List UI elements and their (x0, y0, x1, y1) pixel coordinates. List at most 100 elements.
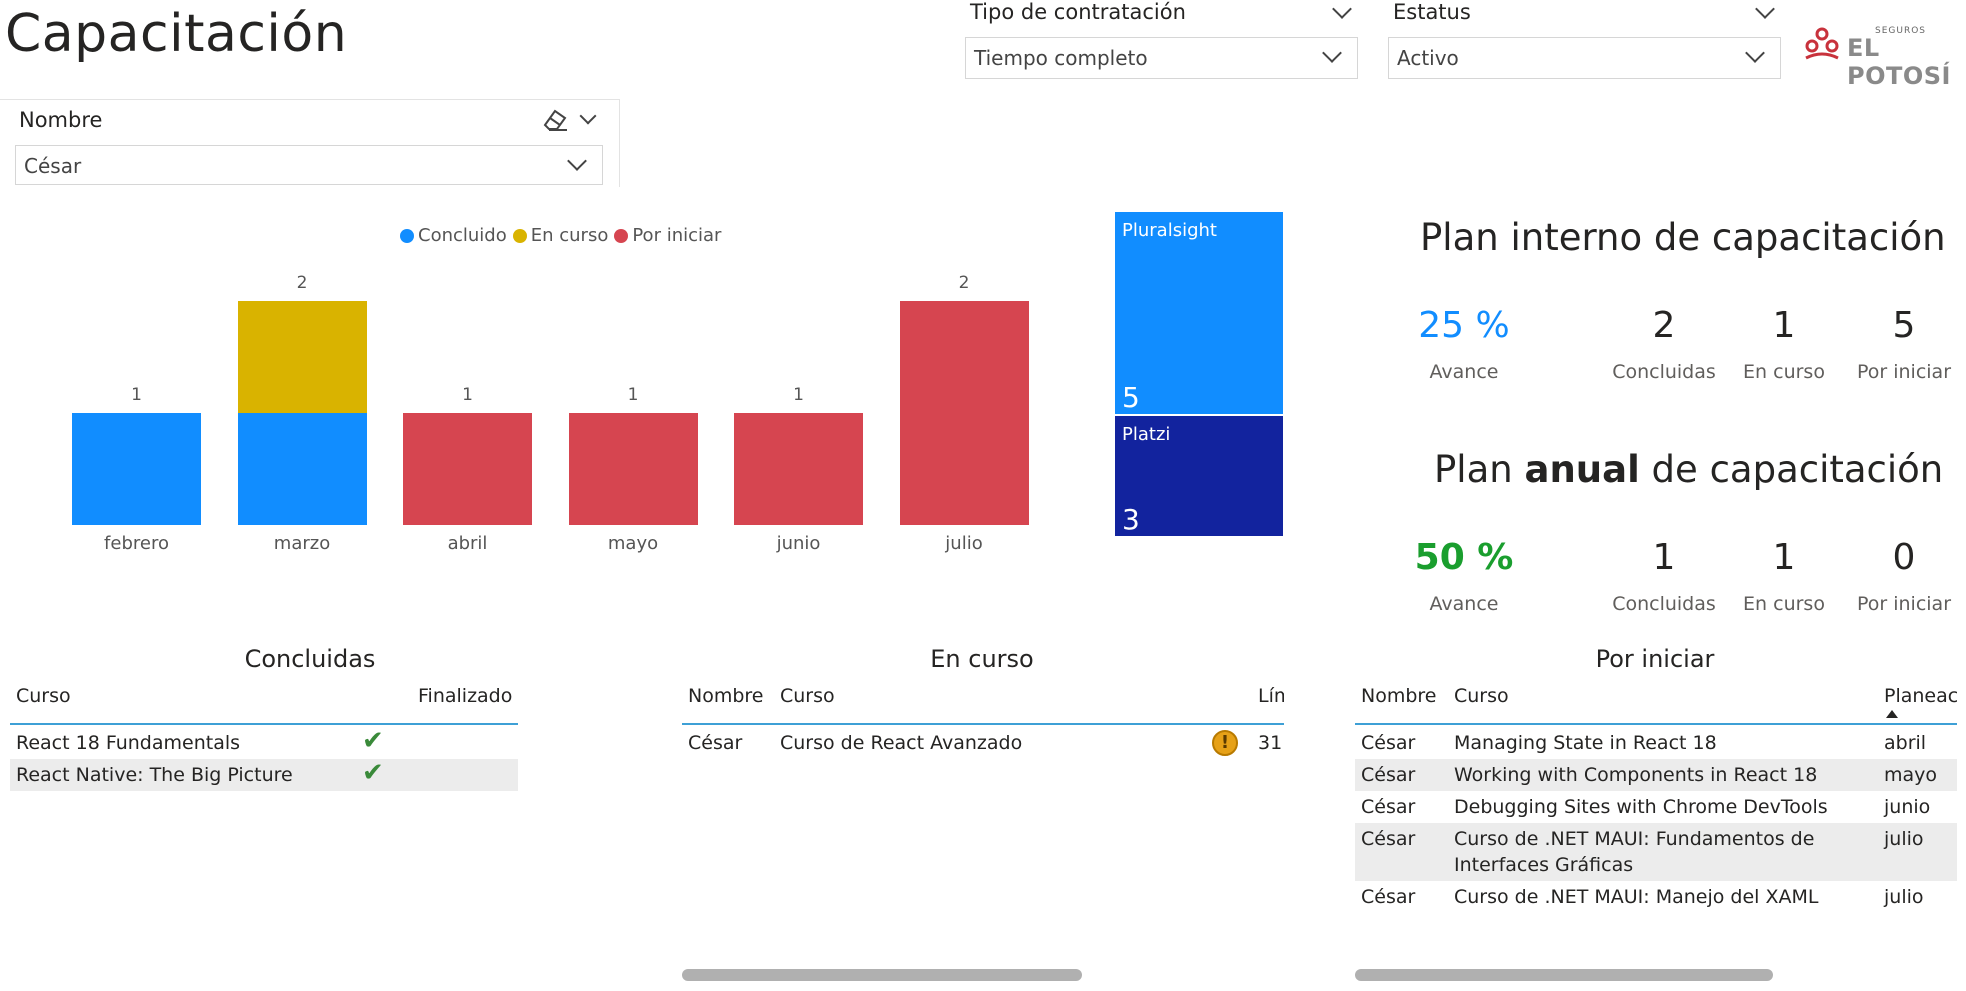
cell-curso: Managing State in React 18 (1454, 732, 1717, 754)
category-label: febrero (104, 533, 169, 554)
estatus-dropdown[interactable]: Activo (1388, 37, 1781, 79)
cell-planeacion: mayo (1884, 764, 1938, 786)
bar-segment-marzo-0[interactable] (237, 413, 367, 525)
cell-nombre: César (1361, 886, 1416, 908)
cell-planeacion: julio (1884, 828, 1924, 850)
table-row[interactable]: César Curso de .NET MAUI: Manejo del XAM… (1355, 881, 1957, 910)
cell-nombre: César (688, 732, 743, 754)
bar-total-label: 1 (793, 385, 804, 405)
nombre-slicer (0, 99, 620, 187)
bar-segment-julio-2[interactable] (899, 301, 1029, 525)
bar-segment-marzo-1[interactable] (237, 301, 367, 413)
table-row[interactable]: César Curso de .NET MAUI: Fundamentos de… (1355, 823, 1957, 881)
cell-curso: Working with Components in React 18 (1454, 764, 1818, 786)
sort-ascending-icon[interactable] (1886, 710, 1898, 718)
category-label: junio (776, 533, 821, 554)
column-header-nombre[interactable]: Nombre (688, 685, 764, 707)
horizontal-scrollbar[interactable] (682, 969, 1082, 981)
kpi-avance-label: Avance (1429, 361, 1499, 383)
chevron-down-icon (1745, 43, 1765, 63)
tipo-contratacion-label: Tipo de contratación (970, 0, 1186, 24)
table-row[interactable]: César Curso de React Avanzado ! 31 (682, 727, 1284, 759)
cell-nombre: César (1361, 764, 1416, 786)
estatus-value: Activo (1397, 46, 1459, 70)
column-header-nombre[interactable]: Nombre (1361, 685, 1437, 707)
cell-nombre: César (1361, 828, 1416, 850)
legend-dot-en-curso (512, 228, 527, 243)
bar-chart: 1 febrero 2 marzo 1 abril 1 mayo 1 junio 2 julio (0, 250, 1080, 570)
tabla-en-curso-viewport: Nombre Curso Lím César Curso de React Av… (682, 680, 1284, 760)
bar-segment-mayo-2[interactable] (568, 413, 698, 525)
column-header-finalizado[interactable]: Finalizado (418, 685, 513, 707)
nombre-value: César (24, 154, 82, 178)
plan-anual-title: Plan anual de capacitación (1434, 448, 1943, 491)
kpi-en-curso-label: En curso (1743, 361, 1825, 383)
table-row[interactable]: React 18 Fundamentals ✔ (10, 727, 518, 759)
category-label: marzo (273, 533, 331, 554)
table-row[interactable]: César Managing State in React 18 abril (1355, 727, 1957, 759)
cell-nombre: César (1361, 796, 1416, 818)
bar-segment-abril-2[interactable] (403, 413, 532, 525)
treemap-pluralsight[interactable]: Pluralsight 5 (1115, 212, 1283, 414)
plan-anual-title-bold: anual (1524, 448, 1640, 491)
kpi-concluidas-interno: 2 (1652, 305, 1676, 346)
checkmark-icon: ✔ (362, 726, 384, 756)
nombre-label: Nombre (19, 108, 103, 132)
bar-segment-febrero-0[interactable] (72, 413, 201, 525)
category-label: abril (447, 533, 488, 554)
legend-concluido: Concluido (418, 225, 507, 246)
treemap-value: 3 (1122, 503, 1140, 536)
checkmark-icon: ✔ (362, 758, 384, 788)
bar-total-label: 2 (296, 273, 308, 293)
column-header-planeacion[interactable]: Planeaci (1884, 685, 1957, 707)
tipo-contratacion-dropdown[interactable]: Tiempo completo (965, 37, 1358, 79)
header-divider (1355, 723, 1957, 725)
kpi-en-curso-anual: 1 (1772, 537, 1796, 578)
column-header-curso[interactable]: Curso (780, 685, 835, 707)
kpi-por-iniciar-label: Por iniciar (1856, 361, 1952, 383)
eraser-icon[interactable] (541, 107, 569, 133)
company-logo: SEGUROS EL POTOSÍ (1803, 22, 1963, 90)
logo-small-text: SEGUROS (1875, 26, 1927, 36)
logo-text: EL POTOSÍ (1847, 34, 1951, 90)
treemap-platzi[interactable]: Platzi 3 (1115, 416, 1283, 536)
bar-total-label: 1 (131, 385, 142, 405)
cell-planeacion: julio (1884, 886, 1924, 908)
cell-curso: React 18 Fundamentals (16, 732, 241, 754)
logo-icon (1805, 27, 1839, 60)
horizontal-scrollbar[interactable] (1355, 969, 1773, 981)
kpi-avance-anual: 50 % (1414, 537, 1514, 578)
legend-dot-concluido (400, 228, 414, 243)
chevron-down-icon[interactable] (1332, 0, 1352, 19)
table-row[interactable]: César Working with Components in React 1… (1355, 759, 1957, 791)
chevron-down-icon[interactable] (1755, 0, 1775, 19)
bar-segment-junio-2[interactable] (734, 413, 863, 525)
category-label: mayo (607, 533, 659, 554)
tipo-contratacion-value: Tiempo completo (974, 46, 1148, 70)
tabla-concluidas-title: Concluidas (244, 645, 376, 673)
column-header-limite[interactable]: Lím (1258, 685, 1284, 707)
kpi-en-curso-interno: 1 (1772, 305, 1796, 346)
kpi-concluidas-anual: 1 (1652, 537, 1676, 578)
bar-total-label: 1 (462, 385, 473, 405)
chevron-down-icon (1322, 43, 1342, 63)
plan-anual-title-pre: Plan (1434, 448, 1525, 491)
column-header-curso[interactable]: Curso (1454, 685, 1509, 707)
table-row[interactable]: César Debugging Sites with Chrome DevToo… (1355, 791, 1957, 823)
nombre-dropdown[interactable]: César (15, 145, 603, 185)
bar-total-label: 2 (958, 273, 970, 293)
column-header-curso[interactable]: Curso (16, 685, 71, 707)
kpi-en-curso-label: En curso (1743, 593, 1825, 615)
bar-total-label: 1 (627, 385, 639, 405)
kpi-concluidas-label: Concluidas (1612, 593, 1716, 615)
cell-planeacion: junio (1884, 796, 1931, 818)
tabla-por-iniciar-title: Por iniciar (1595, 645, 1715, 673)
page-title: Capacitación (5, 4, 348, 64)
chevron-down-icon (567, 151, 587, 171)
category-label: julio (945, 533, 983, 554)
treemap-value: 5 (1122, 381, 1140, 414)
header-divider (682, 723, 1284, 725)
table-row[interactable]: React Native: The Big Picture ✔ (10, 759, 518, 791)
kpi-avance-label: Avance (1429, 593, 1499, 615)
treemap-label: Platzi (1122, 424, 1171, 445)
